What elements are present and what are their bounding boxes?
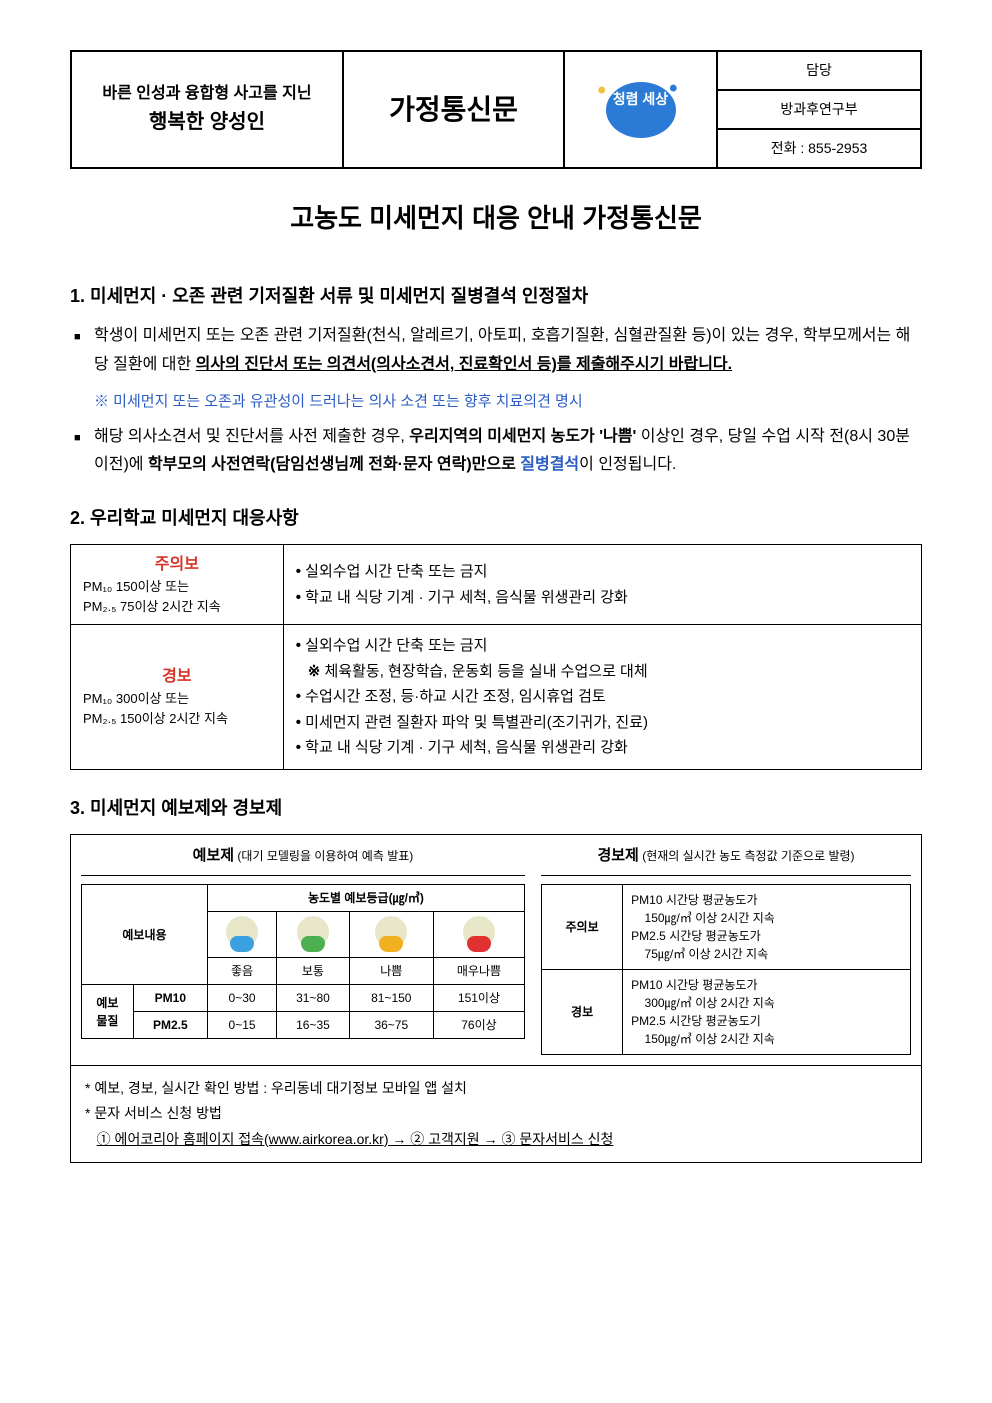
action-1-0: 실외수업 시간 단축 또는 금지: [296, 633, 909, 659]
fc-1-3: 76이상: [433, 1012, 524, 1039]
grade-3: 매우나쁨: [433, 958, 524, 985]
document-title: 고농도 미세먼지 대응 안내 가정통신문: [70, 199, 922, 238]
alert-type-0: 주의보: [542, 885, 623, 970]
face-normal-icon: [297, 916, 329, 948]
fc-1-1: 16~35: [277, 1012, 349, 1039]
pm-row0: PM10: [133, 985, 207, 1012]
fc-0-2: 81~150: [349, 985, 433, 1012]
footer-line2: 문자 서비스 신청 방법: [85, 1101, 907, 1126]
sub-label: 예보 물질: [82, 985, 134, 1039]
actions-cell-1: 실외수업 시간 단축 또는 금지 체육활동, 현장학습, 운동회 등을 실내 수…: [283, 625, 921, 770]
level-cell-1: 경보 PM₁₀ 300이상 또는 PM₂.₅ 150이상 2시간 지속: [71, 625, 284, 770]
face-vbad: [433, 912, 524, 958]
fc-1-0: 0~15: [207, 1012, 276, 1039]
resp-row-0: 주의보 PM₁₀ 150이상 또는 PM₂.₅ 75이상 2시간 지속 실외수업…: [71, 545, 922, 625]
s1b2-s2: 학부모의 사전연락(담임선생님께 전화·문자 연락)만으로: [148, 456, 520, 473]
level-detail-1: PM₁₀ 300이상 또는 PM₂.₅ 150이상 2시간 지속: [83, 691, 228, 726]
section1-note: ※ 미세먼지 또는 오존과 유관성이 드러나는 의사 소견 또는 향후 치료의견…: [70, 388, 922, 415]
header-table: 바른 인성과 융합형 사고를 지닌 행복한 양성인 가정통신문 청렴 세상 담당…: [70, 50, 922, 169]
section3-heading: 3. 미세먼지 예보제와 경보제: [70, 795, 922, 822]
face-good-icon: [226, 916, 258, 948]
section1-list: 학생이 미세먼지 또는 오존 관련 기저질환(천식, 알레르기, 아토피, 호흡…: [70, 322, 922, 380]
grade-1: 보통: [277, 958, 349, 985]
level-detail-0: PM₁₀ 150이상 또는 PM₂.₅ 75이상 2시간 지속: [83, 579, 221, 614]
s1b1-underline: 의사의 진단서 또는 의견서(의사소견서, 진료확인서 등)를 제출해주시기 바…: [196, 356, 732, 373]
face-bad-icon: [375, 916, 407, 948]
forecast-subtitle: (대기 모델링을 이용하여 예측 발표): [234, 849, 413, 863]
alert-title: 경보제 (현재의 실시간 농도 측정값 기준으로 발령): [541, 845, 911, 877]
s1b2-s1: 우리지역의 미세먼지 농도가 '나쁨': [409, 428, 636, 445]
fc-1-2: 36~75: [349, 1012, 433, 1039]
forecast-grade-header: 농도별 예보등급(㎍/㎥): [207, 885, 524, 912]
forecast-title-main: 예보제: [193, 847, 234, 864]
face-normal: [277, 912, 349, 958]
face-vbad-icon: [463, 916, 495, 948]
forecast-table: 예보내용 농도별 예보등급(㎍/㎥) 좋음 보통 나쁨 매우나쁨 예보 물질: [81, 884, 525, 1039]
pm-row1: PM2.5: [133, 1012, 207, 1039]
forecast-title: 예보제 (대기 모델링을 이용하여 예측 발표): [81, 845, 525, 877]
alert-desc-0: PM10 시간당 평균농도가 150㎍/㎥ 이상 2시간 지속 PM2.5 시간…: [623, 885, 911, 970]
alert-desc-1: PM10 시간당 평균농도가 300㎍/㎥ 이상 2시간 지속 PM2.5 시간…: [623, 970, 911, 1055]
logo-badge: 청렴 세상: [606, 82, 676, 138]
action-1-3: 미세먼지 관련 질환자 파악 및 특별관리(조기귀가, 진료): [296, 710, 909, 736]
level-cell-0: 주의보 PM₁₀ 150이상 또는 PM₂.₅ 75이상 2시간 지속: [71, 545, 284, 625]
actions-cell-0: 실외수업 시간 단축 또는 금지 학교 내 식당 기계 · 기구 세척, 음식물…: [283, 545, 921, 625]
contact-dept: 방과후연구부: [717, 90, 921, 129]
system-wrap: 예보제 (대기 모델링을 이용하여 예측 발표) 예보내용 농도별 예보등급(㎍…: [70, 834, 922, 1067]
action-1-4: 학교 내 식당 기계 · 기구 세척, 음식물 위생관리 강화: [296, 735, 909, 761]
fc-0-3: 151이상: [433, 985, 524, 1012]
action-1-1: 체육활동, 현장학습, 운동회 등을 실내 수업으로 대체: [296, 659, 909, 685]
section1-heading: 1. 미세먼지 · 오존 관련 기저질환 서류 및 미세먼지 질병결석 인정절차: [70, 283, 922, 310]
alert-title-main: 경보제: [597, 847, 638, 864]
s1b2-p3: 이 인정됩니다.: [579, 456, 676, 473]
face-bad: [349, 912, 433, 958]
alert-subtitle: (현재의 실시간 농도 측정값 기준으로 발령): [639, 849, 855, 863]
header-slogan-cell: 바른 인성과 융합형 사고를 지닌 행복한 양성인: [71, 51, 343, 168]
alert-type-1: 경보: [542, 970, 623, 1055]
response-table: 주의보 PM₁₀ 150이상 또는 PM₂.₅ 75이상 2시간 지속 실외수업…: [70, 544, 922, 770]
slogan-line1: 바른 인성과 융합형 사고를 지닌: [102, 85, 311, 102]
action-0-0: 실외수업 시간 단축 또는 금지: [296, 559, 909, 585]
action-1-2: 수업시간 조정, 등·하교 시간 조정, 임시휴업 검토: [296, 684, 909, 710]
resp-row-1: 경보 PM₁₀ 300이상 또는 PM₂.₅ 150이상 2시간 지속 실외수업…: [71, 625, 922, 770]
fc-0-1: 31~80: [277, 985, 349, 1012]
footer-box: 예보, 경보, 실시간 확인 방법 : 우리동네 대기정보 모바일 앱 설치 문…: [70, 1066, 922, 1163]
slogan-line2: 행복한 양성인: [149, 111, 265, 133]
face-good: [207, 912, 276, 958]
section2-heading: 2. 우리학교 미세먼지 대응사항: [70, 505, 922, 532]
forecast-box: 예보제 (대기 모델링을 이용하여 예측 발표) 예보내용 농도별 예보등급(㎍…: [81, 845, 525, 1056]
grade-0: 좋음: [207, 958, 276, 985]
section1-list2: 해당 의사소견서 및 진단서를 사전 제출한 경우, 우리지역의 미세먼지 농도…: [70, 423, 922, 481]
s1b2-blue: 질병결석: [520, 456, 579, 473]
fc-0-0: 0~30: [207, 985, 276, 1012]
contact-label: 담당: [717, 51, 921, 90]
header-logo-cell: 청렴 세상: [564, 51, 717, 168]
header-doc-type: 가정통신문: [343, 51, 564, 168]
forecast-content-label: 예보내용: [82, 885, 208, 985]
contact-phone: 전화 : 855-2953: [717, 129, 921, 168]
s1b2-p1: 해당 의사소견서 및 진단서를 사전 제출한 경우,: [94, 428, 409, 445]
alert-table: 주의보 PM10 시간당 평균농도가 150㎍/㎥ 이상 2시간 지속 PM2.…: [541, 884, 911, 1055]
footer-steps: ① 에어코리아 홈페이지 접속(www.airkorea.or.kr) → ② …: [85, 1127, 907, 1152]
level-title-0: 주의보: [83, 553, 271, 577]
grade-2: 나쁨: [349, 958, 433, 985]
footer-line1: 예보, 경보, 실시간 확인 방법 : 우리동네 대기정보 모바일 앱 설치: [85, 1076, 907, 1101]
alert-box: 경보제 (현재의 실시간 농도 측정값 기준으로 발령) 주의보 PM10 시간…: [541, 845, 911, 1056]
action-0-1: 학교 내 식당 기계 · 기구 세척, 음식물 위생관리 강화: [296, 585, 909, 611]
section1-bullet2: 해당 의사소견서 및 진단서를 사전 제출한 경우, 우리지역의 미세먼지 농도…: [94, 423, 922, 481]
section1-bullet1: 학생이 미세먼지 또는 오존 관련 기저질환(천식, 알레르기, 아토피, 호흡…: [94, 322, 922, 380]
level-title-1: 경보: [83, 665, 271, 689]
